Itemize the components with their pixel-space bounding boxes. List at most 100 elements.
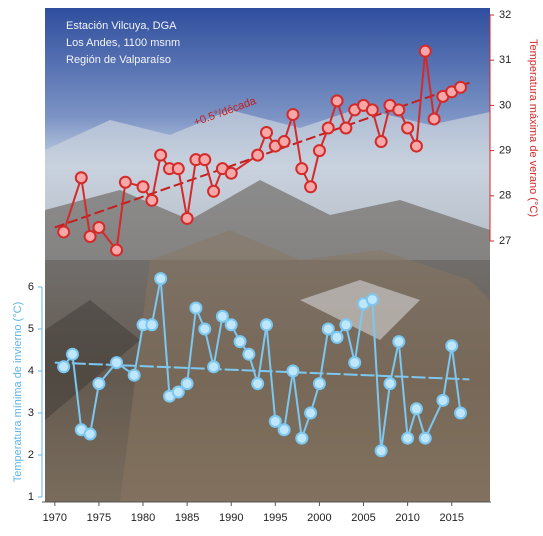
data-point: [312, 144, 326, 158]
x-tick-label: 1980: [131, 512, 155, 524]
x-tick-label: 1995: [263, 512, 287, 524]
data-point: [110, 356, 124, 370]
x-tick-label: 2000: [307, 512, 331, 524]
data-point: [57, 225, 71, 239]
data-point: [392, 103, 406, 117]
data-point: [224, 318, 238, 332]
data-point: [207, 184, 221, 198]
data-point: [154, 148, 168, 162]
data-point: [92, 377, 106, 391]
data-point: [339, 121, 353, 135]
data-point: [171, 162, 185, 176]
title-line: Los Andes, 1100 msnm: [66, 37, 180, 49]
data-point: [304, 406, 318, 420]
data-point: [215, 309, 229, 323]
x-tick-label: 1985: [175, 512, 199, 524]
data-point: [374, 135, 388, 149]
data-point: [392, 335, 406, 349]
y2-tick-label: 28: [499, 190, 511, 202]
data-point: [286, 107, 300, 121]
x-tick-label: 1970: [43, 512, 67, 524]
x-tick-label: 2015: [439, 512, 463, 524]
data-point: [127, 368, 141, 382]
y-tick-label: 6: [28, 281, 34, 293]
data-point: [277, 423, 291, 437]
data-point: [401, 121, 415, 135]
data-point: [260, 318, 273, 332]
data-point: [251, 377, 265, 391]
data-point: [295, 162, 309, 176]
data-point: [365, 293, 379, 307]
data-point: [145, 193, 159, 207]
y2-tick-label: 27: [499, 235, 511, 247]
data-point: [110, 243, 124, 257]
y-tick-label: 5: [28, 323, 34, 335]
data-point: [198, 322, 212, 336]
data-point: [92, 220, 106, 234]
data-point: [83, 229, 97, 243]
data-point: [330, 94, 344, 108]
x-tick-label: 1975: [87, 512, 111, 524]
data-point: [401, 431, 415, 445]
y2-tick-label: 32: [499, 9, 511, 21]
mountain: [45, 300, 140, 420]
y-axis-label: Temperatura mínima de invierno (°C): [12, 302, 24, 482]
x-tick-label: 2005: [351, 512, 375, 524]
x-tick-label: 2010: [395, 512, 419, 524]
data-point: [427, 112, 441, 126]
data-point: [260, 126, 273, 140]
data-point: [454, 80, 468, 94]
data-point: [374, 444, 388, 458]
data-point: [251, 148, 265, 162]
data-point: [339, 318, 353, 332]
data-point: [304, 180, 318, 194]
y-tick-label: 3: [28, 407, 34, 419]
data-point: [409, 402, 423, 416]
data-point: [321, 121, 335, 135]
data-point: [277, 135, 291, 149]
mountain: [120, 230, 490, 502]
title-line: Región de Valparaíso: [66, 54, 171, 66]
data-point: [65, 347, 79, 361]
data-point: [57, 360, 71, 374]
title-block: Estación Vilcuya, DGA Los Andes, 1100 ms…: [66, 20, 180, 66]
y2-tick-label: 29: [499, 145, 511, 157]
data-point: [383, 377, 397, 391]
data-point: [268, 414, 282, 428]
data-point: [312, 377, 326, 391]
data-point: [242, 347, 256, 361]
y-tick-label: 4: [28, 365, 34, 377]
data-point: [145, 318, 159, 332]
data-point: [180, 377, 194, 391]
data-point: [436, 393, 450, 407]
data-point: [198, 153, 212, 167]
data-point: [348, 356, 362, 370]
data-point: [233, 335, 247, 349]
data-point: [418, 431, 432, 445]
data-point: [136, 180, 150, 194]
y2-axis-label: Temperatura máxima de verano (°C): [527, 39, 539, 217]
snow-patch: [300, 280, 420, 340]
data-point: [445, 339, 459, 353]
data-point: [154, 272, 168, 286]
data-point: [118, 175, 132, 189]
data-point: [180, 211, 194, 225]
data-point: [454, 406, 468, 420]
y-tick-label: 1: [28, 491, 34, 503]
data-point: [409, 139, 423, 153]
data-point: [207, 360, 221, 374]
x-tick-label: 1990: [219, 512, 243, 524]
y-tick-label: 2: [28, 449, 34, 461]
data-point: [171, 385, 185, 399]
y2-tick-label: 31: [499, 54, 511, 66]
data-point: [189, 301, 203, 315]
title-line: Estación Vilcuya, DGA: [66, 20, 177, 32]
data-point: [295, 431, 309, 445]
data-point: [330, 330, 344, 344]
data-point: [365, 103, 379, 117]
data-point: [74, 171, 88, 185]
data-point: [286, 364, 300, 378]
data-point: [83, 427, 97, 441]
data-point: [418, 44, 432, 58]
